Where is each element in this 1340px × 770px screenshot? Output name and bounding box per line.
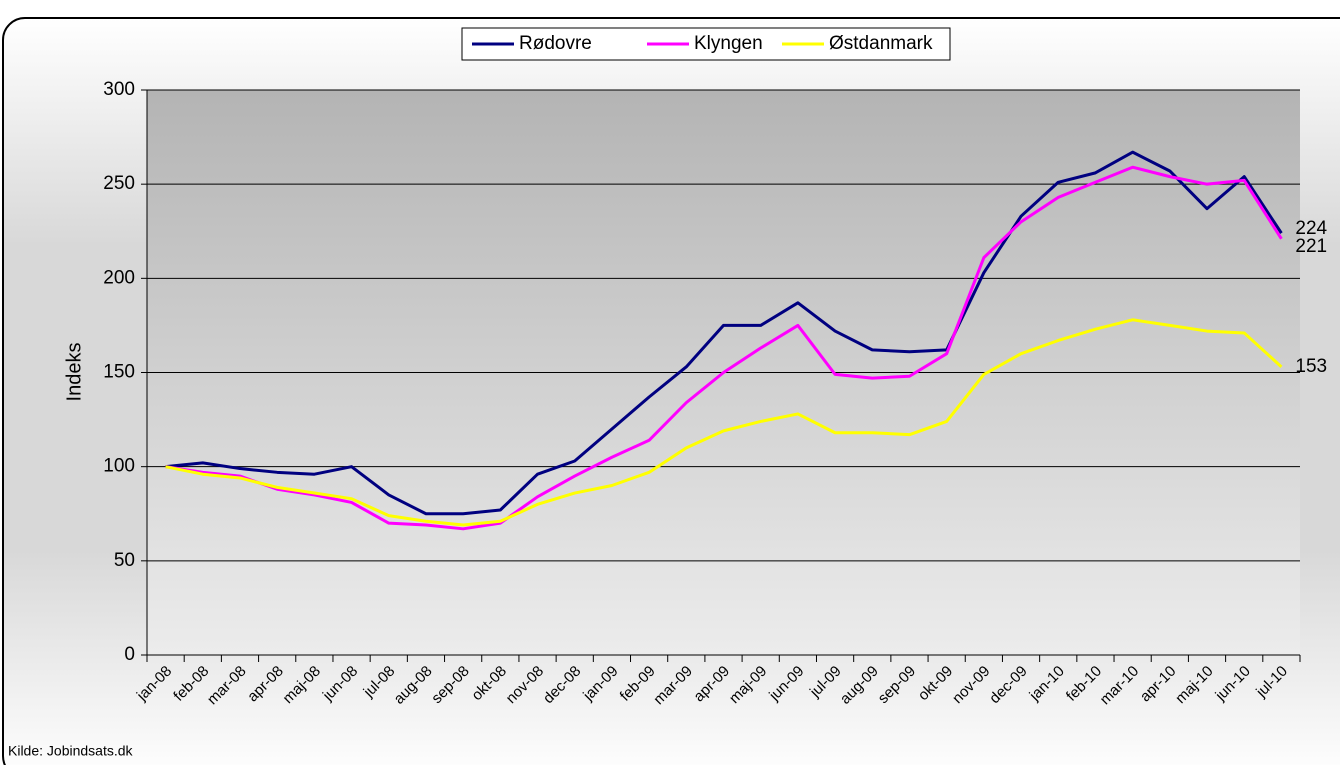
legend-label: Rødovre (519, 33, 592, 54)
legend-label: Østdanmark (829, 33, 933, 54)
legend-box (461, 27, 951, 61)
y-tick-label: 0 (124, 644, 135, 665)
series-line (165, 150, 1283, 516)
y-tick-label: 200 (103, 267, 135, 288)
y-axis-label: Indeks (63, 343, 85, 402)
y-tick-label: 100 (103, 456, 135, 477)
series-line (165, 318, 1283, 527)
legend-label: Klyngen (694, 33, 763, 54)
end-label: 224 (1295, 218, 1327, 239)
y-tick-label: 150 (103, 362, 135, 383)
series-line (165, 165, 1283, 531)
y-tick-label: 300 (103, 79, 135, 100)
y-tick-label: 250 (103, 173, 135, 194)
source: Kilde: Jobindsats.dk (8, 743, 134, 759)
end-label: 221 (1295, 236, 1327, 257)
y-tick-label: 50 (114, 550, 135, 571)
end-label: 153 (1295, 356, 1327, 377)
